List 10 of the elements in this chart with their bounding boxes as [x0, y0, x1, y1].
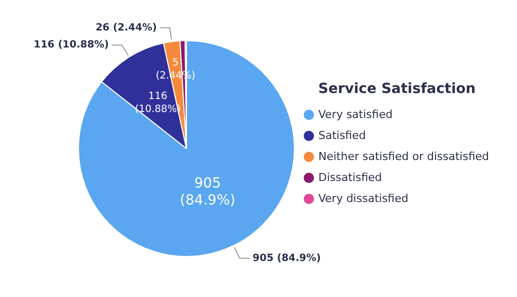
text: 905 (84.9%) — [180, 175, 236, 208]
legend-label: Very satisfied — [318, 108, 393, 121]
legend-label: Dissatisfied — [318, 170, 382, 184]
data-label: 116 (10.88%) — [34, 40, 109, 51]
legend-title: Service Satisfaction — [318, 81, 476, 98]
legend-label: Satisfied — [318, 128, 366, 142]
legend-label: Neither satisfied or dissatisfied — [318, 150, 489, 163]
data-label: 905 (84.9%) — [252, 252, 321, 264]
legend-label: Very dissatisfied — [318, 192, 408, 205]
data-label: 26 (2.44%) — [96, 22, 157, 34]
